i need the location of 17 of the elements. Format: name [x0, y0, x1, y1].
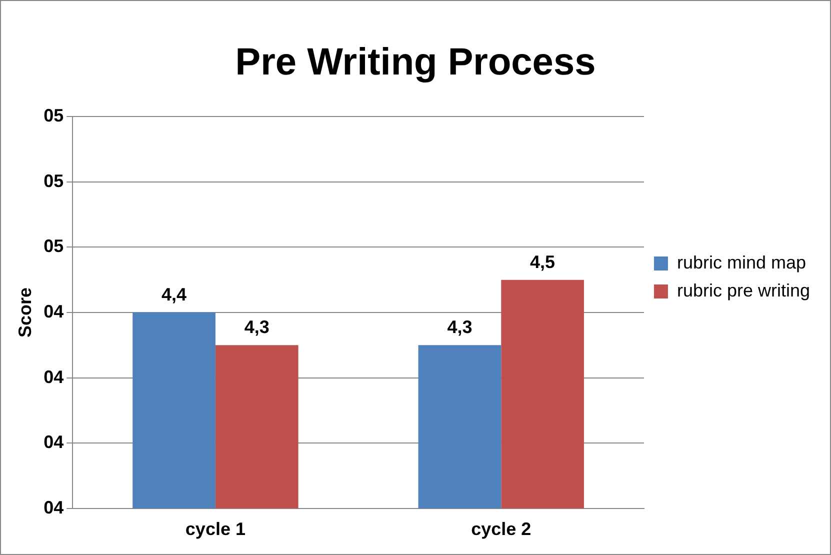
- y-tick-label: 05: [44, 236, 64, 256]
- y-tick-label: 04: [44, 301, 64, 322]
- data-label: 4,3: [244, 317, 270, 338]
- y-tick-label: 05: [44, 106, 64, 126]
- y-axis-title: Score: [14, 287, 35, 338]
- data-label: 4,3: [447, 317, 472, 338]
- legend-label: rubric mind map: [676, 252, 806, 272]
- y-tick-label: 04: [44, 497, 64, 518]
- data-label: 4,5: [530, 252, 556, 272]
- legend-label: rubric pre writing: [676, 280, 810, 300]
- data-label: 4,4: [162, 284, 187, 304]
- chart-title: Pre Writing Process: [235, 41, 596, 84]
- y-tick-label: 04: [44, 432, 64, 452]
- y-tick-label: 05: [44, 170, 64, 191]
- x-tick-label: cycle 2: [471, 519, 532, 540]
- x-tick-label: cycle 1: [185, 519, 246, 540]
- y-tick-label: 04: [44, 366, 64, 387]
